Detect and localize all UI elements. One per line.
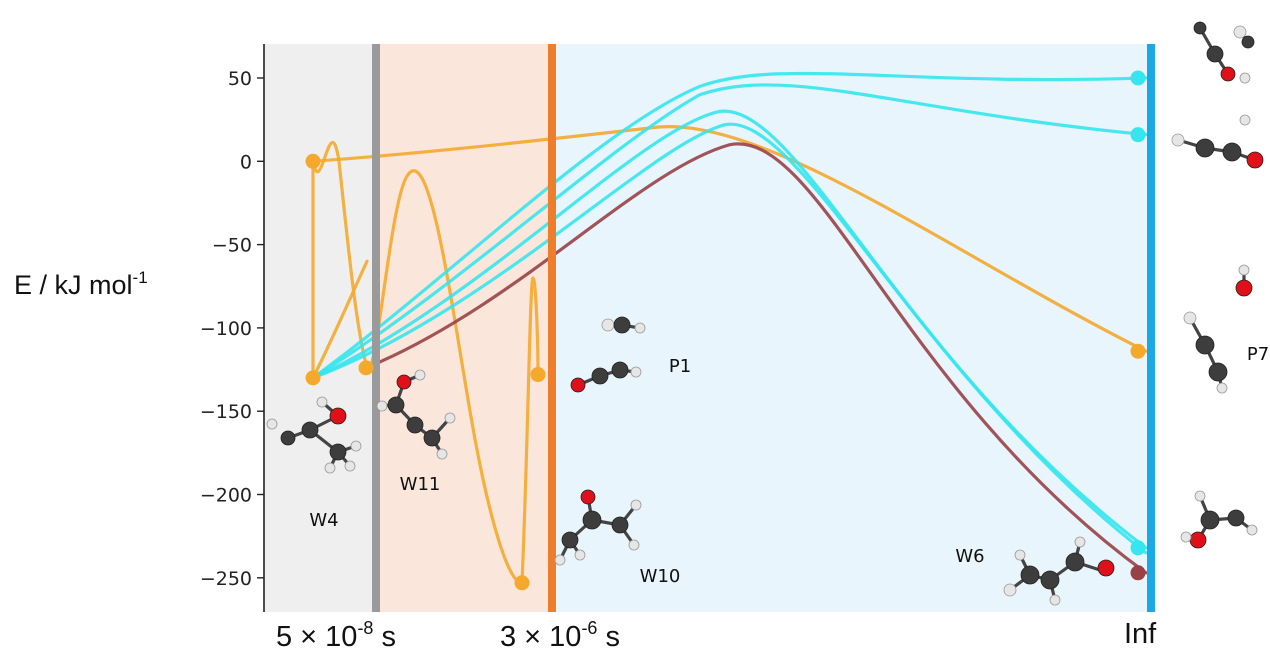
y-tick-label: −50 <box>212 235 252 257</box>
species-marker <box>305 370 321 386</box>
y-tick-label: −100 <box>200 318 252 340</box>
pathway-curve <box>368 142 1148 575</box>
y-axis-label: E / kJ mol-1 <box>14 268 148 300</box>
species-marker <box>305 153 321 169</box>
species-label-w10: W10 <box>640 566 681 587</box>
pathway-curves <box>311 71 1148 585</box>
pathway-curve <box>520 276 540 585</box>
x-tick-label-inf: Inf <box>1124 618 1157 650</box>
region-dividers <box>372 44 1155 612</box>
pathway-curve <box>311 141 369 380</box>
x-tick-label-3e-6: 3 × 10-6 s <box>500 618 621 653</box>
region-2-divider <box>548 44 556 612</box>
pathway-curve <box>368 169 524 585</box>
pathway-curve <box>311 259 369 380</box>
species-label-p7: P7 <box>1247 344 1269 365</box>
y-tick-label: −200 <box>200 485 252 507</box>
species-label-w11: W11 <box>400 474 441 495</box>
pathway-curve <box>311 125 1148 353</box>
pathway-curve <box>311 83 1148 380</box>
y-axis: 50 0 −50 −100 −150 −200 −250 <box>200 44 265 612</box>
molecule-w10 <box>554 489 642 566</box>
region-3-divider <box>1147 44 1155 612</box>
pathway-curve <box>311 122 1148 555</box>
x-tick-label-5e-8: 5 × 10-8 s <box>276 618 397 653</box>
y-tick-label: 50 <box>228 68 252 90</box>
molecule-w11 <box>376 369 456 460</box>
species-marker <box>1130 540 1146 556</box>
molecule-w6 <box>1003 536 1115 606</box>
region-backgrounds <box>264 44 1151 612</box>
molecule-p7-alkyne <box>1183 311 1228 394</box>
species-marker <box>358 360 374 376</box>
molecule-w4 <box>266 396 362 474</box>
species-marker <box>530 367 546 383</box>
y-tick-label: −250 <box>200 568 252 590</box>
molecule-p7-top <box>1193 21 1255 84</box>
species-marker <box>1130 565 1146 581</box>
molecule-p7-2 <box>1171 114 1264 169</box>
species-marker <box>1130 343 1146 359</box>
species-labels: W4 W11 P1 W10 W6 P7 <box>309 344 1269 587</box>
species-label-p1: P1 <box>669 356 691 377</box>
species-marker <box>514 575 530 591</box>
y-tick-label: −150 <box>200 401 252 423</box>
pathway-curve <box>311 71 1148 380</box>
molecule-images <box>266 21 1264 606</box>
molecule-p7-bottom <box>1180 490 1258 549</box>
region-3-background <box>552 44 1151 612</box>
species-marker <box>1130 127 1146 143</box>
molecule-p7-water <box>1235 264 1253 297</box>
molecule-p1 <box>570 316 646 393</box>
y-tick-label: 0 <box>240 151 252 173</box>
species-marker <box>1130 70 1146 86</box>
species-label-w4: W4 <box>309 510 338 531</box>
region-1-divider <box>372 44 380 612</box>
species-label-w6: W6 <box>955 546 984 567</box>
species-markers <box>305 70 1146 591</box>
